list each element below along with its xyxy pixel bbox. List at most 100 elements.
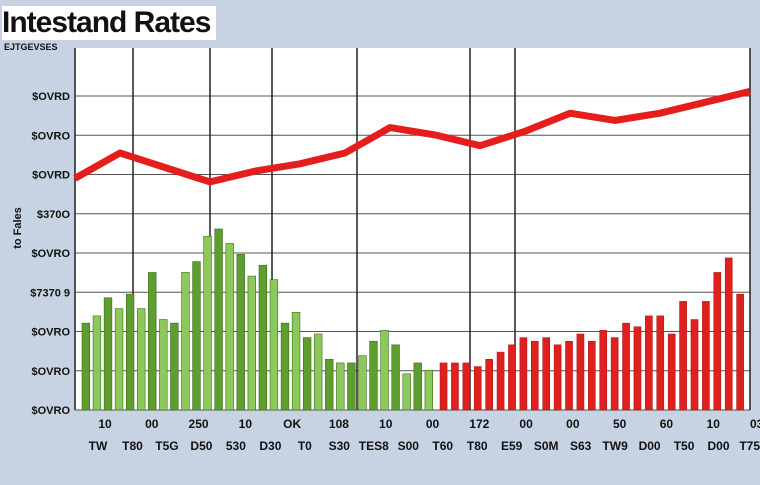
green-bar bbox=[81, 322, 91, 411]
green-bar bbox=[114, 308, 124, 411]
x-tick-label: T60 bbox=[432, 439, 453, 453]
green-bar bbox=[358, 355, 367, 411]
red-bar bbox=[702, 301, 710, 411]
green-bar bbox=[391, 344, 400, 411]
red-bar bbox=[622, 322, 630, 411]
x-tick-label: 00 bbox=[519, 417, 533, 431]
x-tick-label: S0M bbox=[534, 439, 559, 453]
green-bars bbox=[81, 228, 433, 411]
green-bar bbox=[170, 322, 179, 411]
green-bar bbox=[302, 337, 312, 411]
red-bar bbox=[599, 330, 608, 411]
x-tick-label: 10 bbox=[707, 417, 721, 431]
x-tick-label: T750 bbox=[739, 439, 760, 453]
green-bar bbox=[325, 359, 334, 411]
x-tick-label: 530 bbox=[226, 439, 246, 453]
x-tick-label: 10 bbox=[239, 417, 253, 431]
green-bar bbox=[380, 330, 389, 411]
green-bar bbox=[214, 228, 223, 411]
x-tick-label: S30 bbox=[329, 439, 351, 453]
y-tick-label: $OVRO bbox=[31, 405, 70, 417]
y-tick-label: $7370 9 bbox=[30, 287, 70, 299]
green-bar bbox=[181, 272, 190, 411]
green-bar bbox=[92, 315, 102, 411]
green-bar bbox=[280, 322, 290, 411]
x-tick-label: D50 bbox=[190, 439, 212, 453]
x-axis-ticks: 10 00 250 10 OK 108 10 00 172 00 00 50 60 10 034 TW T80 T… bbox=[89, 417, 760, 453]
green-bar bbox=[125, 293, 135, 411]
x-tick-label: 50 bbox=[613, 417, 627, 431]
x-tick-label: 60 bbox=[660, 417, 674, 431]
x-tick-label: 034 bbox=[750, 417, 760, 431]
red-bar bbox=[610, 337, 619, 411]
red-bar bbox=[679, 301, 687, 411]
x-tick-label: T50 bbox=[674, 439, 695, 453]
red-bar bbox=[565, 340, 573, 411]
red-bar bbox=[553, 344, 562, 411]
x-tick-label: D00 bbox=[639, 439, 661, 453]
chart-title: Intestand Rates bbox=[2, 6, 217, 40]
y-tick-label: $OVRO bbox=[31, 327, 70, 339]
green-bar bbox=[159, 319, 168, 411]
green-bar bbox=[402, 373, 411, 411]
x-tick-label: T80 bbox=[467, 439, 488, 453]
green-bar bbox=[269, 279, 279, 411]
red-bar bbox=[451, 362, 459, 411]
green-bar bbox=[336, 362, 345, 411]
x-tick-label: S00 bbox=[398, 439, 420, 453]
green-bar bbox=[291, 311, 301, 411]
y-axis-ticks: $OVRD $OVRO $OVRD $370O $OVRO $7370 9 $OVRO $OV… bbox=[30, 91, 70, 417]
y-tick-label: $OVRD bbox=[32, 91, 70, 103]
trend-line bbox=[73, 87, 751, 186]
green-bar bbox=[236, 254, 245, 411]
x-tick-label: 10 bbox=[98, 417, 112, 431]
red-bar bbox=[713, 272, 722, 411]
green-bar bbox=[148, 272, 157, 411]
x-tick-label: OK bbox=[283, 417, 301, 431]
y-tick-label: $OVRO bbox=[31, 130, 70, 142]
red-bar bbox=[724, 257, 733, 411]
green-bar bbox=[192, 261, 201, 411]
x-tick-label: 00 bbox=[426, 417, 440, 431]
x-tick-label: 108 bbox=[329, 417, 349, 431]
green-bar bbox=[347, 362, 356, 411]
red-bar bbox=[667, 333, 676, 411]
red-bar bbox=[496, 351, 505, 411]
x-tick-label: TW bbox=[89, 439, 108, 453]
x-tick-label: T5G bbox=[155, 439, 178, 453]
x-tick-label: D00 bbox=[708, 439, 730, 453]
red-bar bbox=[508, 344, 516, 411]
green-bar bbox=[413, 362, 422, 411]
red-bar bbox=[736, 293, 744, 411]
red-bar bbox=[588, 340, 596, 411]
red-bar bbox=[485, 359, 493, 411]
red-bar bbox=[576, 333, 585, 411]
red-bar bbox=[542, 337, 550, 411]
red-bars bbox=[439, 257, 744, 411]
y-tick-label: $OVRD bbox=[32, 170, 70, 182]
x-tick-label: D30 bbox=[259, 439, 281, 453]
red-bar bbox=[633, 326, 642, 411]
x-tick-label: T0 bbox=[298, 439, 312, 453]
x-tick-label: E59 bbox=[501, 439, 523, 453]
x-tick-label: 00 bbox=[566, 417, 580, 431]
x-tick-label: 10 bbox=[379, 417, 393, 431]
green-bar bbox=[203, 235, 212, 411]
green-bar bbox=[424, 369, 433, 411]
red-bar bbox=[439, 362, 448, 411]
y-tick-label: $OVRO bbox=[31, 366, 70, 378]
y-tick-label: $OVRO bbox=[31, 248, 70, 260]
x-tick-label: S63 bbox=[570, 439, 592, 453]
x-tick-label: 250 bbox=[189, 417, 209, 431]
green-bar bbox=[314, 333, 323, 411]
x-tick-label: TW9 bbox=[602, 439, 628, 453]
green-bar bbox=[369, 340, 378, 411]
red-bar bbox=[531, 340, 539, 411]
green-bar bbox=[103, 297, 113, 411]
green-bar bbox=[137, 308, 146, 411]
chart-subtitle: EJTGEVSES bbox=[4, 42, 58, 52]
red-bar bbox=[656, 315, 665, 411]
x-tick-label: 00 bbox=[145, 417, 159, 431]
red-bar bbox=[519, 337, 528, 411]
